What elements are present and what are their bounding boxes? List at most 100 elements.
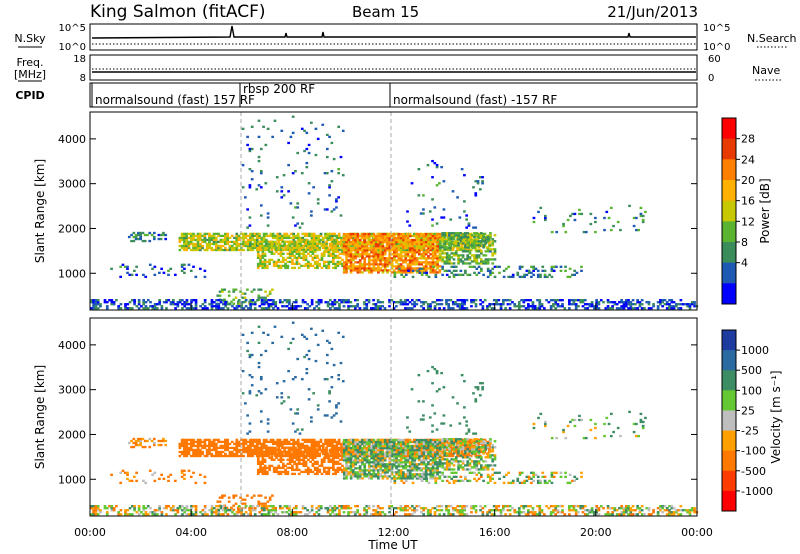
radar-echo-cell [469, 236, 473, 240]
radar-echo-cell [349, 450, 352, 454]
radar-echo-cell [268, 242, 271, 245]
radar-echo-cell [178, 442, 182, 446]
radar-echo-cell [302, 256, 306, 260]
radar-echo-cell [137, 299, 141, 302]
radar-echo-cell [311, 248, 315, 251]
radar-echo-cell [392, 232, 396, 236]
radar-echo-cell [415, 251, 419, 254]
radar-echo-cell [119, 265, 123, 268]
radar-echo-cell [426, 307, 430, 310]
radar-echo-cell [420, 234, 423, 238]
radar-echo-cell [251, 444, 255, 448]
radar-echo-cell [260, 301, 264, 304]
radar-echo-cell [599, 299, 603, 302]
radar-echo-cell [185, 448, 189, 452]
radar-echo-cell [399, 473, 403, 476]
radar-echo-cell [365, 453, 369, 456]
radar-echo-cell [349, 255, 353, 258]
radar-echo-cell [473, 256, 476, 259]
radar-echo-cell [498, 265, 501, 268]
radar-echo-cell [397, 461, 401, 464]
radar-echo-cell [452, 254, 456, 257]
radar-echo-cell [256, 470, 260, 474]
radar-echo-cell [463, 454, 466, 458]
radar-echo-cell [342, 261, 346, 264]
radar-echo-cell [477, 271, 481, 275]
radar-echo-cell [624, 299, 628, 302]
radar-echo-cell [210, 301, 214, 304]
radar-echo-cell [434, 275, 438, 279]
radar-echo-cell [347, 267, 351, 270]
radar-echo-cell [370, 255, 373, 258]
radar-echo-cell [491, 242, 495, 245]
radar-echo-cell [493, 240, 497, 243]
radar-echo-cell [367, 271, 371, 274]
radar-echo-cell [377, 265, 380, 268]
radar-echo-cell [203, 240, 207, 244]
radar-echo-cell [299, 238, 302, 242]
radar-echo-cell [219, 238, 223, 242]
radar-echo-cell [363, 307, 366, 310]
radar-echo-cell [579, 299, 583, 302]
radar-echo-cell [342, 438, 346, 442]
radar-echo-cell [316, 137, 320, 141]
radar-echo-cell [594, 230, 597, 234]
radar-echo-cell [659, 299, 662, 302]
radar-echo-cell [402, 465, 405, 468]
radar-echo-cell [326, 442, 330, 446]
radar-echo-cell [329, 452, 333, 455]
radar-echo-cell [674, 303, 678, 306]
radar-echo-cell [434, 273, 438, 277]
radar-echo-cell [563, 307, 567, 310]
radar-echo-cell [309, 240, 312, 243]
radar-echo-cell [461, 303, 464, 306]
radar-echo-cell [413, 253, 417, 256]
radar-echo-cell [297, 266, 301, 270]
radar-echo-cell [265, 242, 268, 246]
radar-echo-cell [569, 214, 572, 218]
radar-echo-cell [272, 264, 276, 268]
radar-echo-cell [240, 301, 243, 304]
radar-echo-cell [426, 438, 430, 442]
radar-echo-cell [271, 135, 275, 139]
radar-echo-cell [422, 238, 426, 242]
radar-echo-cell [381, 245, 385, 248]
radar-echo-cell [365, 305, 369, 308]
radar-echo-cell [286, 246, 290, 249]
radar-echo-cell [354, 257, 357, 260]
radar-echo-cell [327, 470, 331, 474]
radar-echo-cell [263, 258, 267, 262]
radar-echo-cell [392, 465, 396, 468]
radar-echo-cell [316, 466, 319, 470]
radar-echo-cell [538, 307, 542, 310]
radar-echo-cell [374, 442, 378, 446]
radar-echo-cell [342, 444, 346, 448]
radar-echo-cell [259, 452, 262, 455]
radar-echo-cell [340, 442, 343, 446]
radar-echo-cell [105, 307, 109, 310]
radar-echo-cell [342, 467, 346, 470]
radar-echo-cell [511, 273, 515, 277]
radar-echo-cell [493, 250, 497, 253]
radar-echo-cell [466, 250, 470, 253]
radar-echo-cell [337, 232, 341, 236]
radar-echo-cell [467, 234, 471, 238]
radar-echo-cell [268, 290, 272, 293]
radar-echo-cell [294, 236, 298, 240]
radar-echo-cell [354, 251, 357, 254]
radar-echo-cell [408, 257, 412, 260]
radar-echo-cell [367, 241, 371, 244]
radar-echo-cell [518, 267, 522, 270]
radar-echo-cell [235, 307, 239, 310]
radar-echo-cell [110, 299, 114, 302]
radar-echo-cell [420, 301, 423, 304]
radar-echo-cell [659, 301, 662, 304]
radar-echo-cell [629, 303, 633, 306]
radar-echo-cell [363, 453, 367, 456]
radar-echo-cell [377, 463, 380, 466]
radar-echo-cell [479, 303, 482, 306]
radar-echo-cell [404, 269, 408, 272]
radar-echo-cell [194, 238, 198, 242]
freq-unit-label: [MHz] [14, 68, 46, 81]
radar-echo-cell [344, 299, 348, 302]
